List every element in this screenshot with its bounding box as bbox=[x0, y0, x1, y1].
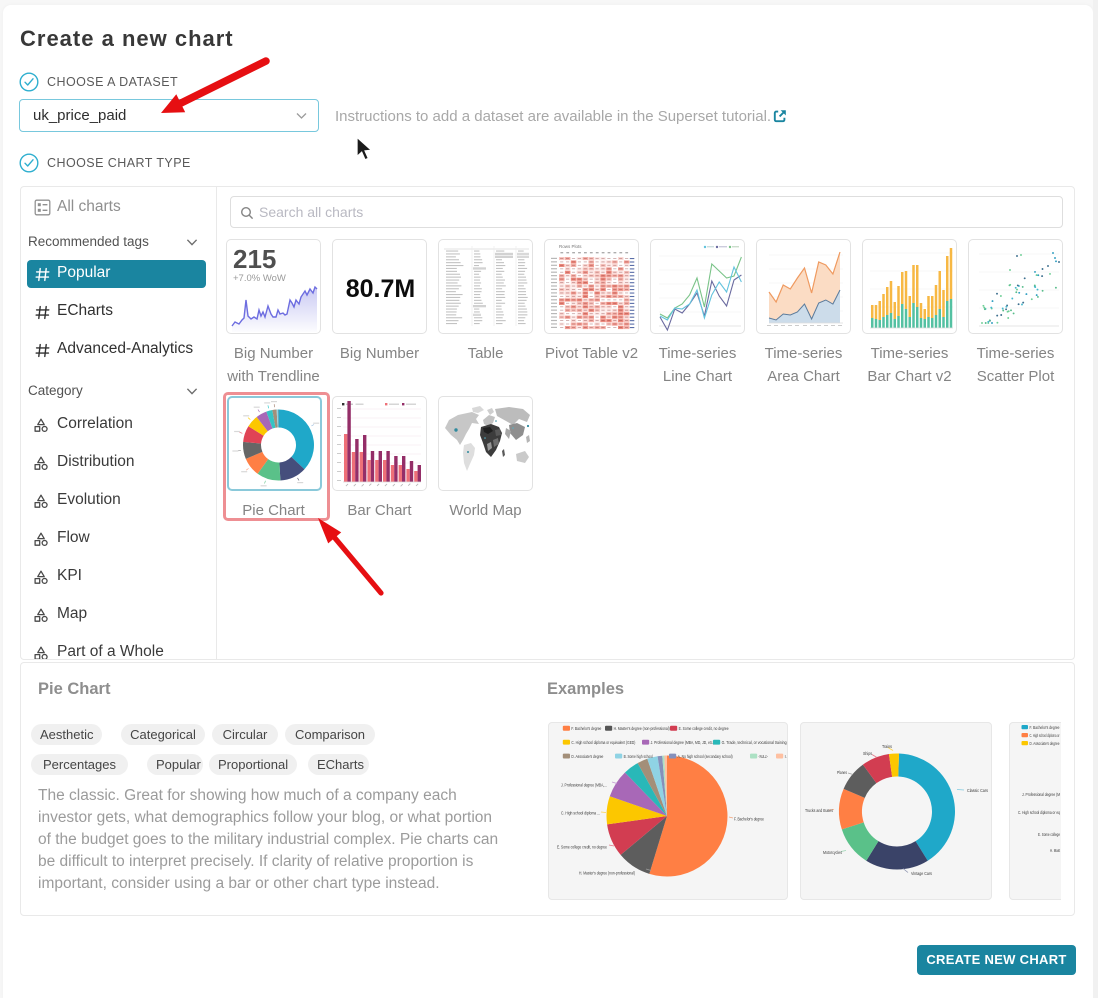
svg-text:H. Master's degree (non-profes: H. Master's degree (non-professional) bbox=[579, 871, 635, 877]
svg-text:E. Some college: E. Some college bbox=[1038, 832, 1060, 838]
svg-text:F. Bachelor's degree: F. Bachelor's degree bbox=[571, 726, 601, 731]
svg-text:215: 215 bbox=[233, 244, 276, 274]
svg-text:Ships: Ships bbox=[863, 751, 872, 757]
svg-text:Trucks and Buses: Trucks and Buses bbox=[805, 808, 833, 814]
svg-text:+7.0% WoW: +7.0% WoW bbox=[233, 273, 286, 284]
svg-text:C. High school diploma ...: C. High school diploma ... bbox=[561, 811, 600, 817]
svg-text:J. Professional degree (MBA, M: J. Professional degree (MBA, MD, JD, etc… bbox=[651, 740, 715, 745]
svg-text:J. Professional degree (M: J. Professional degree (M bbox=[1022, 792, 1060, 798]
svg-text:H. Mast: H. Mast bbox=[1050, 848, 1060, 854]
svg-text:I. Ph.D.: I. Ph.D. bbox=[785, 754, 787, 759]
svg-text:E. Some college credit, no deg: E. Some college credit, no degree bbox=[679, 726, 729, 731]
svg-text:Motorcycles: Motorcycles bbox=[823, 850, 842, 856]
svg-text:D. Associate's degree: D. Associate's degree bbox=[571, 754, 603, 759]
svg-text:J. Professional degree (MBA,..: J. Professional degree (MBA,... bbox=[561, 783, 607, 789]
svg-text:A. No high school (secondary s: A. No high school (secondary school) bbox=[678, 754, 733, 759]
svg-text:Rows Plots: Rows Plots bbox=[559, 244, 582, 249]
svg-text:<NULL>: <NULL> bbox=[759, 754, 768, 759]
svg-text:C. High school diploma or: C. High school diploma or bbox=[1030, 733, 1060, 738]
svg-text:H. Master's degree (non-profes: H. Master's degree (non-professional) bbox=[614, 726, 670, 731]
svg-text:G. Trade, technical, or vocati: G. Trade, technical, or vocational train… bbox=[722, 740, 787, 745]
svg-text:E. Some college credit, no deg: E. Some college credit, no degree bbox=[557, 845, 607, 851]
svg-text:Vintage Cars: Vintage Cars bbox=[911, 871, 932, 877]
svg-text:Trains: Trains bbox=[882, 744, 892, 750]
svg-text:C. High school diploma or eq: C. High school diploma or eq bbox=[1018, 810, 1060, 816]
svg-text:D. Associate's degree: D. Associate's degree bbox=[1030, 741, 1060, 746]
svg-text:80.7M: 80.7M bbox=[346, 275, 415, 303]
svg-text:C. High school diploma or equi: C. High school diploma or equivalent (GE… bbox=[571, 740, 635, 745]
svg-text:F. Bachelor's degree: F. Bachelor's degree bbox=[734, 817, 764, 823]
svg-text:B. Some high school: B. Some high school bbox=[624, 754, 653, 759]
svg-text:F. Bachelor's degree: F. Bachelor's degree bbox=[1030, 725, 1061, 730]
svg-text:Classic Cars: Classic Cars bbox=[967, 788, 988, 794]
svg-text:Planes: Planes bbox=[837, 770, 847, 776]
